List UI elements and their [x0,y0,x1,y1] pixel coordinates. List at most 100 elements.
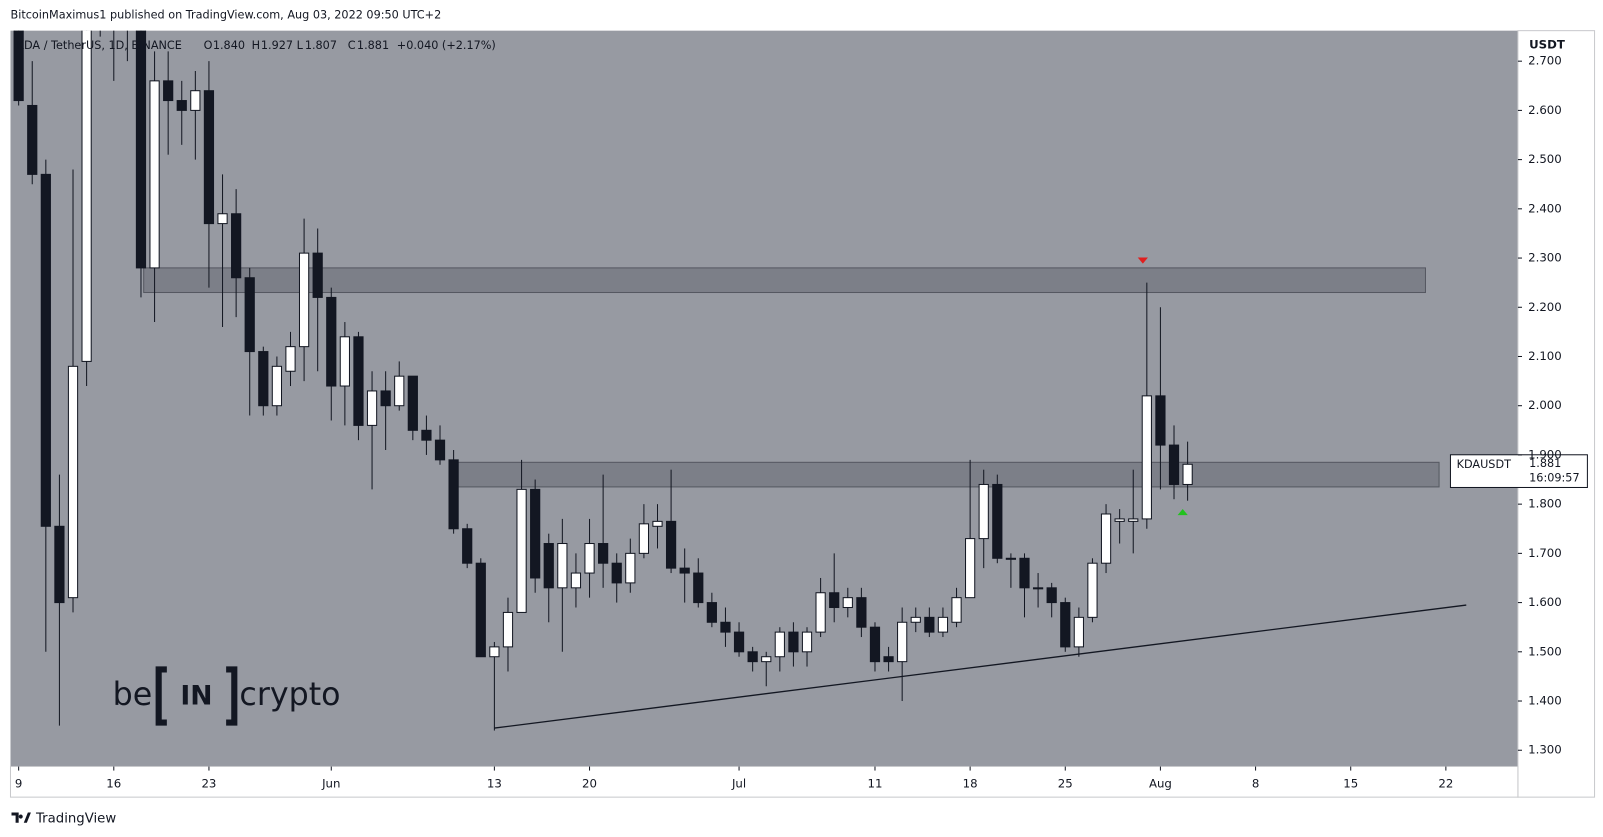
legend-low: 1.807 [305,39,337,52]
candle-body [1005,557,1017,560]
legend-title: KDA / TetherUS, 1D, BINANCE [17,39,182,52]
legend-close: 1.881 [357,39,389,52]
legend-h: H [252,39,260,52]
x-tick-label: 11 [868,776,883,790]
candle-body [203,90,215,225]
candle-body [54,525,65,604]
candle-body [965,538,976,599]
candle-body [625,552,636,584]
y-tick-label: 2.100 [1528,349,1562,363]
candle-body [421,429,432,441]
candle-body [258,351,269,407]
candle-body [733,631,745,653]
candle-body [176,100,187,111]
candle-body [502,611,514,648]
candle-body [869,626,881,663]
candle-body [856,597,867,628]
footer: TradingView [11,812,116,827]
legend-c: C [348,39,356,52]
y-tick-label: 2.700 [1528,54,1562,68]
plot-layer [13,30,1467,731]
candle-body [326,296,337,387]
candle-body [978,483,989,540]
x-tick-label: 9 [15,776,22,790]
candle-body [366,390,378,426]
price-axis [1517,30,1596,798]
price-tag: KDAUSDT 1.881 16:09:57 [1449,454,1588,488]
y-tick-label: 1.400 [1528,694,1562,708]
candle-body [611,562,622,584]
candle-body [149,80,160,269]
beincrypto-logo: be IN crypto [113,666,340,726]
axis-unit: USDT [1529,37,1565,51]
candle-body [1114,518,1125,522]
y-tick-label: 1.600 [1528,595,1562,609]
candle-body [530,488,541,579]
candle-body [312,252,323,298]
legend-high: 1.927 [261,39,293,52]
candle-body [1087,562,1098,618]
candle-body [13,30,24,102]
candle-body [557,543,568,589]
candle-body [747,651,758,663]
candle-body [720,621,731,633]
logo-brackets [155,666,238,726]
green-marker [1177,508,1188,516]
logo-left: be [113,677,153,713]
candle-body [163,80,174,102]
candle-body [394,375,405,407]
candle-body [40,173,51,527]
candle-body [1141,395,1152,520]
candle-body [339,336,350,387]
publish-header: BitcoinMaximus1 published on TradingView… [10,8,441,21]
candle-body [665,520,677,569]
candle-body [1019,557,1030,589]
price-tag-box [1449,454,1588,488]
candle-body [951,597,962,623]
candle-body [67,365,79,599]
legend: KDA / TetherUS, 1D, BINANCE O 1.840 H 1.… [17,39,496,52]
candle-body [81,30,92,362]
legend-open: 1.840 [213,39,245,52]
trendline [494,604,1467,729]
candle-body [285,346,296,372]
x-tick-label: Aug [1149,776,1172,790]
candle-body [598,543,609,564]
price-tag-countdown: 16:09:57 [1529,471,1579,484]
x-tick-label: 22 [1438,776,1453,790]
candle-body [570,572,582,589]
y-tick-label: 2.500 [1528,152,1562,166]
sr-zone [457,461,1440,488]
candle-body [652,520,663,527]
footer-text: TradingView [35,812,116,827]
candle-body [761,656,772,663]
candle-body [1155,395,1166,446]
candle-body [190,90,201,111]
candle-body [1182,463,1193,485]
y-tick-label: 2.000 [1528,398,1562,412]
candle-body [829,592,840,609]
y-tick-label: 1.300 [1528,743,1562,757]
legend-o: O [204,39,213,52]
candle-body [516,488,527,613]
candle-body [706,602,717,623]
candle-body [462,528,473,564]
candle-body [489,646,500,658]
x-tick-label: 23 [201,776,216,790]
y-tick-label: 1.800 [1528,497,1562,511]
logo-right: crypto [239,677,340,713]
candle-body [217,213,228,225]
x-tick-label: 18 [963,776,978,790]
candle-body [788,631,799,653]
y-tick-label: 1.500 [1528,644,1562,658]
y-tick-label: 2.400 [1528,201,1562,215]
candle-body [1100,513,1112,564]
time-axis [9,765,1519,798]
price-tag-price: 1.881 [1529,457,1561,470]
y-tick-label: 1.700 [1528,546,1562,560]
candle-body [774,631,785,658]
y-tick-label: 1.900 [1528,447,1562,461]
x-tick-label: 20 [582,776,597,790]
